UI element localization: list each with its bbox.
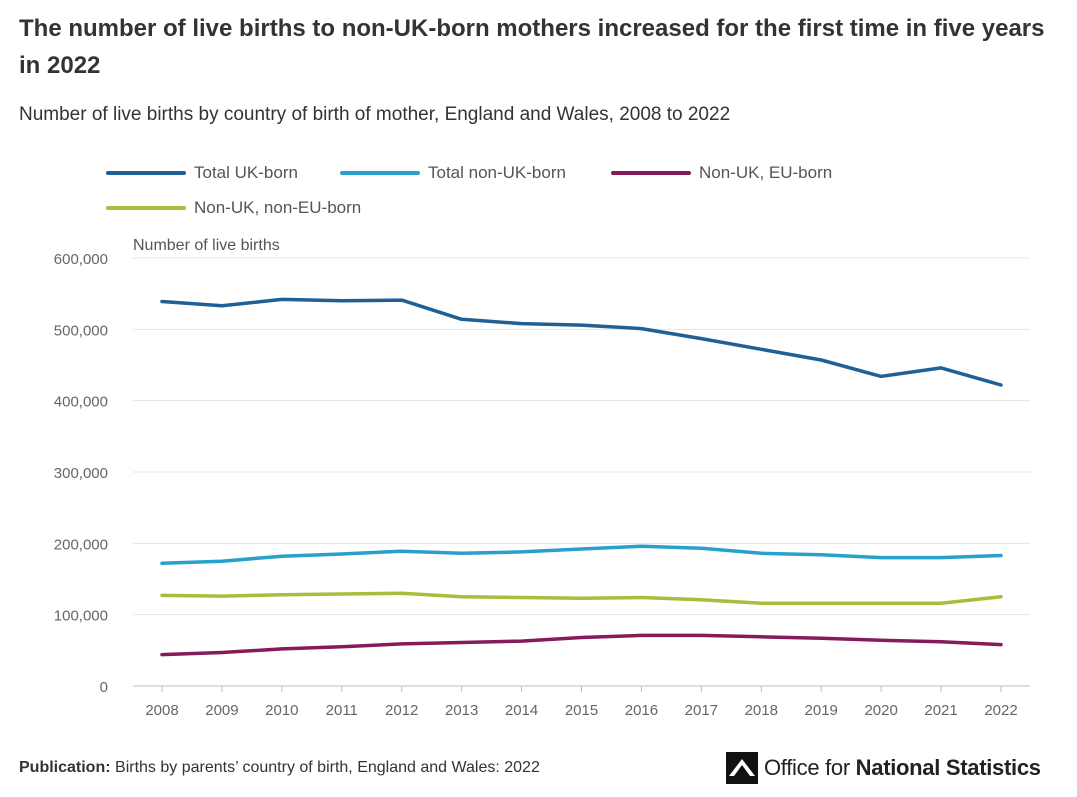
y-tick-label: 0 — [100, 679, 108, 696]
x-tick-label: 2017 — [685, 702, 718, 719]
footer-publication: Publication: Births by parents’ country … — [19, 759, 540, 777]
y-axis-ticks: 0 100,000 200,000 300,000 400,000 500,000 600,… — [54, 251, 108, 696]
y-tick-label: 300,000 — [54, 465, 108, 482]
y-tick-label: 100,000 — [54, 608, 108, 625]
publication-label: Publication: — [19, 759, 111, 776]
legend-label-non-uk-eu-born: Non-UK, EU-born — [699, 163, 833, 182]
publication-text: Births by parents’ country of birth, Eng… — [115, 759, 540, 776]
x-axis-ticks: 2008 2009 2010 2011 2012 2013 2014 2015 2016 2017… — [145, 686, 1018, 719]
x-tick-label: 2014 — [505, 702, 538, 719]
chart-title: The number of live births to non-UK-born… — [19, 15, 1045, 79]
legend-swatch-non-uk-non-eu-born — [106, 206, 186, 210]
gridlines — [133, 257, 1030, 687]
x-tick-label: 2022 — [984, 702, 1017, 719]
legend-label-non-uk-non-eu-born: Non-UK, non-EU-born — [194, 198, 362, 217]
legend-item-total-uk-born: Total UK-born — [106, 163, 298, 183]
ons-logo-icon — [726, 752, 758, 784]
x-tick-label: 2021 — [924, 702, 957, 719]
ons-logo: Office for National Statistics — [726, 752, 1041, 784]
legend-item-non-uk-eu-born: Non-UK, EU-born — [611, 163, 832, 183]
series-line-non-uk-non-eu-born — [160, 591, 1003, 606]
chart-subtitle: Number of live births by country of birt… — [19, 104, 731, 125]
series-line-total-uk-born — [160, 297, 1003, 387]
x-tick-label: 2020 — [864, 702, 897, 719]
series-line-non-uk-eu-born — [160, 633, 1003, 657]
legend-swatch-non-uk-eu-born — [611, 171, 691, 175]
ons-logo-text-light: Office for — [764, 755, 850, 780]
legend-item-non-uk-non-eu-born: Non-UK, non-EU-born — [106, 198, 361, 218]
legend-label-total-uk-born: Total UK-born — [194, 163, 298, 182]
ons-logo-text: Office for National Statistics — [764, 755, 1041, 781]
y-tick-label: 400,000 — [54, 394, 108, 411]
x-tick-label: 2010 — [265, 702, 298, 719]
x-tick-label: 2018 — [745, 702, 778, 719]
x-tick-label: 2011 — [326, 702, 358, 719]
legend-swatch-total-non-uk-born — [340, 171, 420, 175]
x-tick-label: 2016 — [625, 702, 658, 719]
series-line-total-non-uk-born — [160, 544, 1003, 566]
x-tick-label: 2009 — [205, 702, 238, 719]
series-lines — [160, 297, 1003, 657]
y-tick-label: 500,000 — [54, 322, 108, 339]
y-tick-label: 600,000 — [54, 251, 108, 268]
x-tick-label: 2008 — [145, 702, 178, 719]
legend-label-total-non-uk-born: Total non-UK-born — [428, 163, 566, 182]
y-tick-label: 200,000 — [54, 536, 108, 553]
legend-swatch-total-uk-born — [106, 171, 186, 175]
line-chart: Number of live births 0 100,000 200,000 300… — [54, 237, 1030, 719]
x-tick-label: 2013 — [445, 702, 478, 719]
y-axis-title: Number of live births — [133, 237, 280, 254]
ons-logo-text-bold: National Statistics — [855, 755, 1041, 780]
x-tick-label: 2015 — [565, 702, 598, 719]
x-tick-label: 2019 — [805, 702, 838, 719]
x-tick-label: 2012 — [385, 702, 418, 719]
legend-item-total-non-uk-born: Total non-UK-born — [340, 163, 566, 183]
